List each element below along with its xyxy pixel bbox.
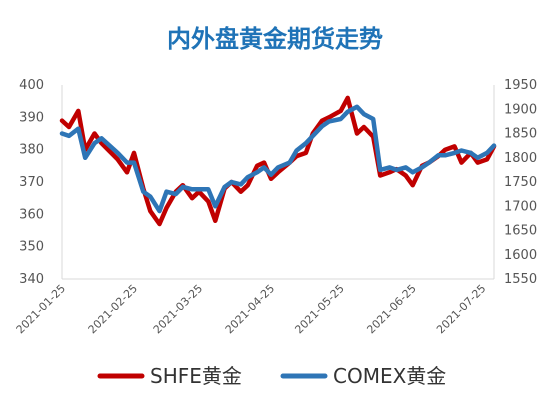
- left-tick-label: 340: [19, 272, 44, 287]
- axes: 340 350 360 370 380 390 400 1550 1600 1650 1700 175…: [14, 78, 537, 336]
- right-tick-label: 1550: [504, 272, 537, 287]
- legend-label: SHFE黄金: [150, 364, 242, 388]
- left-tick-label: 360: [19, 207, 44, 222]
- left-tick-label: 370: [19, 175, 44, 190]
- x-tick-label: 2021-05-25: [292, 282, 346, 336]
- right-tick-label: 1750: [504, 175, 537, 190]
- x-tick-label: 2021-04-25: [223, 282, 277, 336]
- right-tick-label: 1600: [504, 248, 537, 263]
- left-tick-label: 350: [19, 240, 44, 255]
- right-tick-label: 1850: [504, 127, 537, 142]
- right-tick-label: 1650: [504, 224, 537, 239]
- legend: SHFE黄金 COMEX黄金: [97, 364, 446, 388]
- left-tick-label: 390: [19, 110, 44, 125]
- series-line-comex: [59, 104, 497, 214]
- x-tick-label: 2021-07-25: [434, 282, 488, 336]
- legend-item: COMEX黄金: [280, 364, 446, 388]
- x-tick-label: 2021-02-25: [86, 282, 140, 336]
- right-tick-label: 1800: [504, 151, 537, 166]
- x-tick-label: 2021-06-25: [364, 282, 418, 336]
- right-tick-label: 1700: [504, 199, 537, 214]
- right-tick-label: 1950: [504, 78, 537, 93]
- right-tick-label: 1900: [504, 102, 537, 117]
- left-tick-label: 400: [19, 78, 44, 93]
- x-tick-label: 2021-01-25: [14, 282, 68, 336]
- legend-item: SHFE黄金: [97, 364, 242, 388]
- chart-title: 内外盘黄金期货走势: [167, 25, 383, 53]
- legend-label: COMEX黄金: [333, 364, 446, 388]
- x-tick-label: 2021-03-25: [151, 282, 205, 336]
- series-layer: [59, 95, 497, 227]
- left-tick-label: 380: [19, 143, 44, 158]
